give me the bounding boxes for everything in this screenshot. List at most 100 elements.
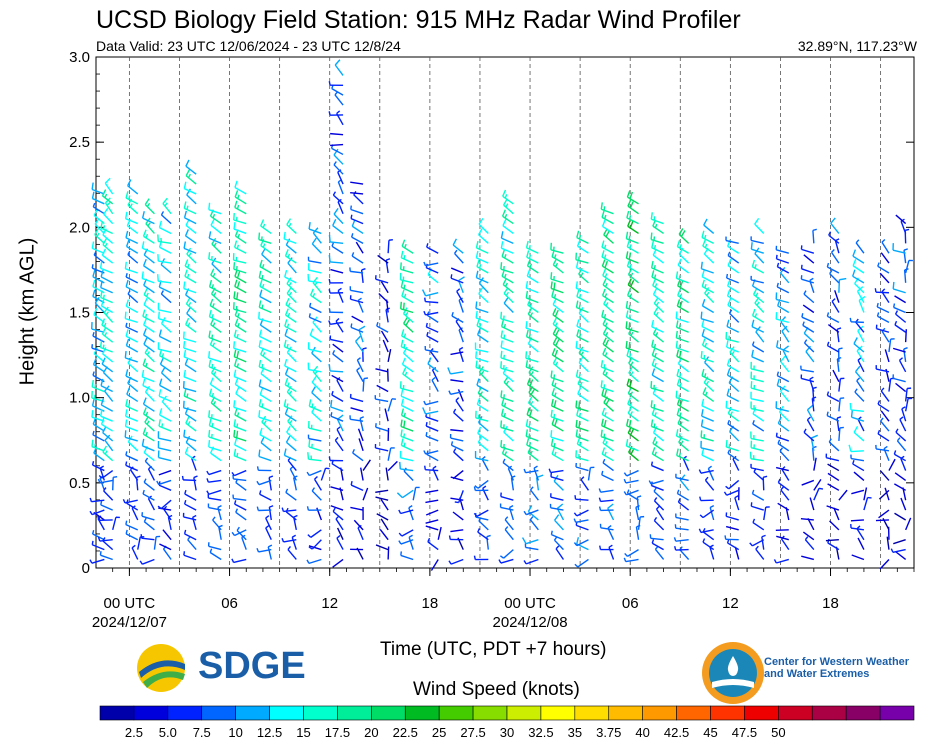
wind-barb xyxy=(425,519,439,524)
barb-staff xyxy=(233,558,247,564)
barb-half-flag xyxy=(187,173,191,178)
barb-flag xyxy=(233,358,238,367)
barb-staff xyxy=(602,442,614,452)
barb-staff xyxy=(125,317,138,324)
barb-staff xyxy=(651,484,664,491)
wind-barb xyxy=(160,290,172,304)
barb-half-flag xyxy=(293,514,298,518)
barb-half-flag xyxy=(183,551,186,556)
barb-staff xyxy=(625,327,639,333)
wind-barb xyxy=(91,460,105,472)
barb-half-flag xyxy=(725,273,729,279)
wind-barb xyxy=(100,299,114,314)
wind-barb xyxy=(675,271,689,284)
barb-half-flag xyxy=(777,478,781,483)
wind-barb xyxy=(574,495,589,501)
barb-staff xyxy=(452,470,464,480)
barb-staff xyxy=(801,555,815,561)
barb-staff xyxy=(627,549,639,557)
barb-staff xyxy=(727,254,740,264)
barb-staff xyxy=(576,509,589,517)
barb-staff xyxy=(500,446,514,452)
wind-barb xyxy=(286,218,297,234)
barb-half-flag xyxy=(331,242,335,247)
wind-barb xyxy=(700,430,714,442)
barb-half-flag xyxy=(287,545,292,550)
barb-half-flag xyxy=(580,476,585,481)
barb-flag xyxy=(676,349,680,357)
barb-staff xyxy=(750,368,764,373)
barb-half-flag xyxy=(129,203,133,208)
barb-staff xyxy=(626,489,639,496)
barb-staff xyxy=(700,469,714,474)
barb-half-flag xyxy=(236,363,240,368)
wind-barb xyxy=(125,329,139,343)
barb-staff xyxy=(535,477,540,491)
barb-staff xyxy=(208,237,222,244)
barb-staff xyxy=(652,393,665,402)
wind-barb xyxy=(476,318,489,333)
barb-flag xyxy=(234,200,238,208)
barb-flag xyxy=(142,229,147,237)
barb-half-flag xyxy=(398,509,402,514)
barb-half-flag xyxy=(704,283,707,289)
barb-flag xyxy=(334,59,341,66)
barb-staff xyxy=(425,416,439,422)
barb-staff xyxy=(626,217,639,225)
wind-barb xyxy=(476,259,489,274)
wind-barb xyxy=(103,487,114,501)
barb-staff xyxy=(553,539,564,551)
wind-barb xyxy=(125,322,139,333)
wind-barb xyxy=(875,444,890,452)
barb-flag xyxy=(603,419,607,428)
barb-half-flag xyxy=(336,426,341,430)
barb-half-flag xyxy=(776,262,780,267)
barb-staff xyxy=(125,335,139,343)
barb-staff xyxy=(104,182,114,195)
barb-staff xyxy=(550,416,564,422)
wind-barb xyxy=(141,512,155,521)
barb-staff xyxy=(625,479,639,484)
wind-barb xyxy=(258,311,272,324)
wind-barb xyxy=(350,323,364,333)
barb-flag xyxy=(284,319,288,327)
barb-staff xyxy=(426,453,439,462)
wind-barb xyxy=(256,479,272,486)
barb-flag xyxy=(575,300,579,308)
barb-half-flag xyxy=(756,301,760,306)
wind-barb xyxy=(258,270,272,284)
wind-barb xyxy=(336,426,344,442)
wind-barb xyxy=(91,344,105,353)
barb-flag xyxy=(208,330,211,338)
barb-staff xyxy=(382,339,389,353)
barb-staff xyxy=(94,234,105,244)
wind-barb xyxy=(94,296,105,313)
barb-flag xyxy=(233,262,236,270)
barb-staff xyxy=(104,439,114,452)
wind-barb xyxy=(351,219,364,235)
barb-staff xyxy=(375,426,389,432)
barb-staff xyxy=(888,458,896,471)
barb-half-flag xyxy=(654,352,657,358)
wind-barb xyxy=(308,539,322,550)
barb-staff xyxy=(803,332,815,343)
wind-barb xyxy=(525,240,539,254)
barb-staff xyxy=(233,308,247,314)
barb-half-flag xyxy=(580,272,584,277)
wind-barb xyxy=(651,407,664,422)
barb-staff xyxy=(185,413,197,422)
barb-half-flag xyxy=(775,432,778,437)
barb-staff xyxy=(728,479,740,490)
barb-flag xyxy=(550,430,553,438)
wind-barb xyxy=(626,259,639,274)
barb-staff xyxy=(675,516,689,521)
barb-flag xyxy=(258,232,261,240)
wind-barb xyxy=(142,328,155,343)
wind-barb xyxy=(626,288,639,304)
barb-flag xyxy=(525,360,529,368)
barb-staff xyxy=(895,214,907,225)
wind-barb xyxy=(475,310,489,324)
barb-staff xyxy=(125,405,139,412)
wind-barb xyxy=(234,190,247,205)
wind-barb xyxy=(143,318,155,333)
